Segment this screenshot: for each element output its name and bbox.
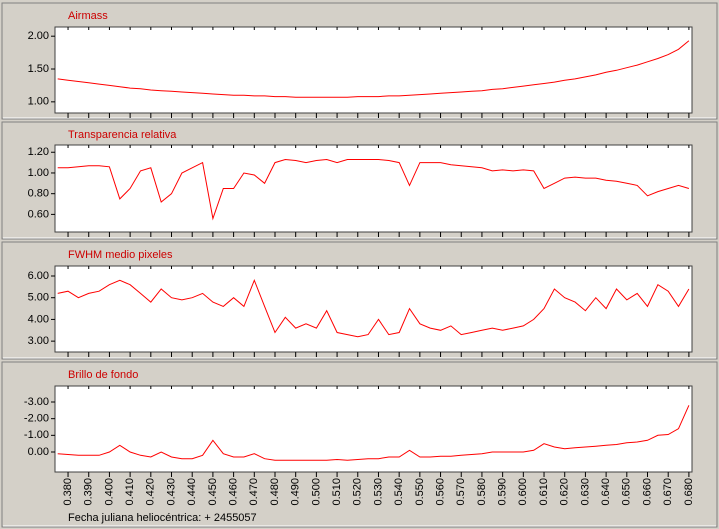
x-tick-label: 0.520 bbox=[352, 478, 364, 506]
y-tick-label: 1.50 bbox=[28, 63, 49, 75]
y-tick-label: 1.20 bbox=[28, 146, 49, 158]
data-line bbox=[57, 40, 690, 98]
y-tick-label: -3.00 bbox=[24, 396, 49, 408]
y-tick-label: 0.60 bbox=[28, 208, 49, 220]
y-tick-label: 0.00 bbox=[28, 446, 49, 458]
x-tick-label: 0.380 bbox=[62, 478, 74, 506]
x-tick-label: 0.610 bbox=[538, 478, 550, 506]
x-tick-label: 0.580 bbox=[476, 478, 488, 506]
y-tick-label: 1.00 bbox=[28, 96, 49, 108]
y-tick-label: -1.00 bbox=[24, 429, 49, 441]
x-tick-label: 0.670 bbox=[662, 478, 674, 506]
x-axis-label: Fecha juliana heliocéntrica: + 2455057 bbox=[68, 512, 257, 524]
x-tick-label: 0.540 bbox=[393, 478, 405, 506]
panel-title: FWHM medio pixeles bbox=[68, 249, 173, 261]
x-tick-label: 0.640 bbox=[600, 478, 612, 506]
x-tick-label: 0.470 bbox=[248, 478, 260, 506]
y-tick-label: 2.00 bbox=[28, 30, 49, 42]
x-tick-label: 0.480 bbox=[269, 478, 281, 506]
plot-area bbox=[54, 265, 693, 353]
x-tick-label: 0.560 bbox=[434, 478, 446, 506]
y-tick-label: 4.00 bbox=[28, 313, 49, 325]
x-tick-label: 0.630 bbox=[579, 478, 591, 506]
panel-title: Brillo de fondo bbox=[68, 369, 138, 381]
x-tick-label: 0.490 bbox=[290, 478, 302, 506]
data-line bbox=[57, 405, 690, 461]
x-tick-label: 0.600 bbox=[517, 478, 529, 506]
y-tick-label: 0.80 bbox=[28, 188, 49, 200]
x-tick-label: 0.650 bbox=[621, 478, 633, 506]
x-tick-label: 0.570 bbox=[455, 478, 467, 506]
x-tick-label: 0.590 bbox=[497, 478, 509, 506]
y-tick-label: 5.00 bbox=[28, 292, 49, 304]
data-line bbox=[57, 158, 690, 221]
x-tick-label: 0.390 bbox=[83, 478, 95, 506]
y-tick-label: 1.00 bbox=[28, 167, 49, 179]
panel-title: Airmass bbox=[68, 10, 108, 22]
x-tick-label: 0.620 bbox=[559, 478, 571, 506]
x-tick-label: 0.430 bbox=[165, 478, 177, 506]
x-tick-label: 0.400 bbox=[103, 478, 115, 506]
x-tick-label: 0.450 bbox=[207, 478, 219, 506]
y-tick-label: -2.00 bbox=[24, 413, 49, 425]
x-tick-label: 0.460 bbox=[228, 478, 240, 506]
x-tick-label: 0.410 bbox=[124, 478, 136, 506]
x-tick-label: 0.680 bbox=[683, 478, 695, 506]
y-tick-label: 3.00 bbox=[28, 335, 49, 347]
x-tick-label: 0.420 bbox=[145, 478, 157, 506]
x-tick-label: 0.440 bbox=[186, 478, 198, 506]
x-tick-label: 0.660 bbox=[641, 478, 653, 506]
data-line bbox=[57, 278, 690, 338]
panel-title: Transparencia relativa bbox=[68, 129, 177, 141]
plot-area bbox=[54, 144, 693, 233]
x-tick-label: 0.500 bbox=[310, 478, 322, 506]
x-tick-label: 0.530 bbox=[372, 478, 384, 506]
plot-area bbox=[54, 26, 693, 114]
x-tick-label: 0.510 bbox=[331, 478, 343, 506]
y-tick-label: 6.00 bbox=[28, 270, 49, 282]
plot-area bbox=[54, 385, 693, 473]
x-tick-label: 0.550 bbox=[414, 478, 426, 506]
